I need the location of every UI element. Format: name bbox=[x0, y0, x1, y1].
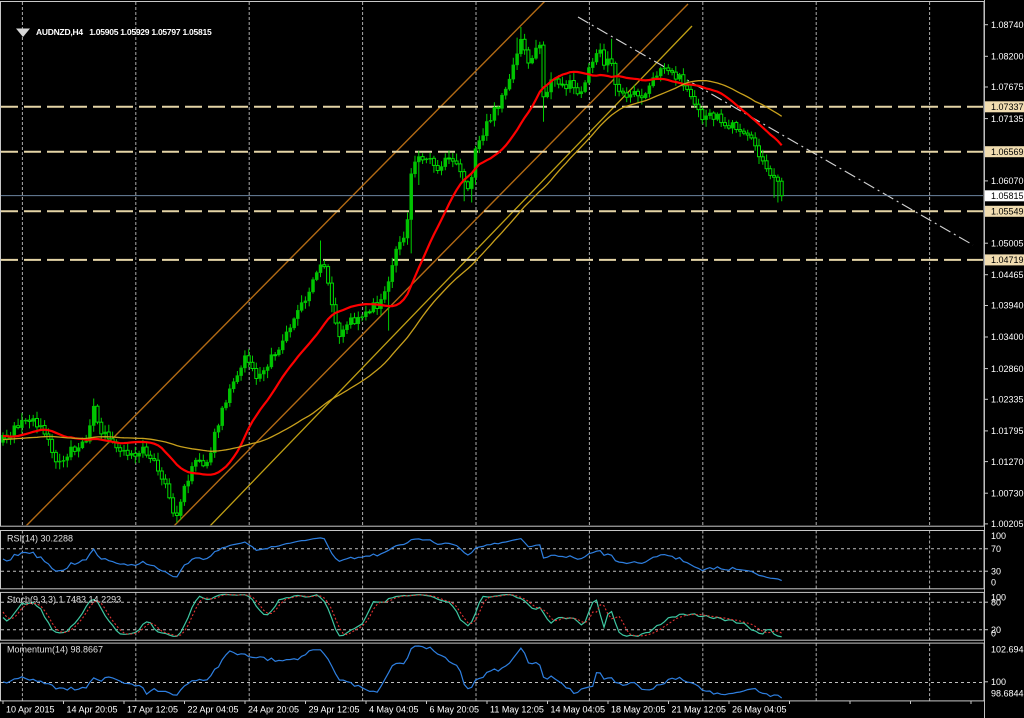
svg-text:18 May 20:05: 18 May 20:05 bbox=[611, 705, 666, 715]
svg-text:0: 0 bbox=[991, 578, 996, 588]
svg-text:Momentum(14) 98.8667: Momentum(14) 98.8667 bbox=[7, 645, 103, 655]
svg-text:29 Apr 12:05: 29 Apr 12:05 bbox=[309, 705, 360, 715]
svg-text:1.03940: 1.03940 bbox=[991, 301, 1024, 311]
svg-text:1.05815: 1.05815 bbox=[991, 191, 1024, 201]
svg-text:1.07135: 1.07135 bbox=[991, 114, 1024, 124]
svg-text:98.6844: 98.6844 bbox=[991, 689, 1024, 699]
svg-text:6 May 20:05: 6 May 20:05 bbox=[430, 705, 480, 715]
svg-text:1.01795: 1.01795 bbox=[991, 426, 1024, 436]
svg-text:1.00205: 1.00205 bbox=[991, 519, 1024, 529]
svg-text:80: 80 bbox=[991, 597, 1001, 607]
svg-text:1.06569: 1.06569 bbox=[991, 147, 1024, 157]
svg-text:1.08740: 1.08740 bbox=[991, 20, 1024, 30]
svg-text:30: 30 bbox=[991, 566, 1001, 576]
svg-text:21 May 12:05: 21 May 12:05 bbox=[672, 705, 727, 715]
svg-text:1.01270: 1.01270 bbox=[991, 457, 1024, 467]
svg-text:1.02335: 1.02335 bbox=[991, 395, 1024, 405]
svg-text:24 Apr 20:05: 24 Apr 20:05 bbox=[248, 705, 299, 715]
svg-text:1.00730: 1.00730 bbox=[991, 488, 1024, 498]
svg-text:70: 70 bbox=[991, 544, 1001, 554]
svg-text:102.6943: 102.6943 bbox=[991, 645, 1024, 655]
svg-text:1.05549: 1.05549 bbox=[991, 207, 1024, 217]
svg-text:4 May 04:05: 4 May 04:05 bbox=[369, 705, 419, 715]
svg-text:AUDNZD,H4 1.05905 1.05929 1.: AUDNZD,H4 1.05905 1.05929 1.05797 1.0581… bbox=[36, 27, 212, 37]
svg-text:0: 0 bbox=[991, 629, 996, 639]
svg-text:20: 20 bbox=[991, 625, 1001, 635]
svg-text:1.04465: 1.04465 bbox=[991, 270, 1024, 280]
svg-text:1.06070: 1.06070 bbox=[991, 176, 1024, 186]
svg-text:100: 100 bbox=[991, 677, 1006, 687]
svg-text:1.07675: 1.07675 bbox=[991, 82, 1024, 92]
svg-text:1.07337: 1.07337 bbox=[991, 102, 1024, 112]
svg-text:100: 100 bbox=[991, 531, 1006, 541]
svg-text:17 Apr 12:05: 17 Apr 12:05 bbox=[127, 705, 178, 715]
svg-text:26 May 04:05: 26 May 04:05 bbox=[732, 705, 787, 715]
svg-text:1.03400: 1.03400 bbox=[991, 332, 1024, 342]
svg-text:1.05005: 1.05005 bbox=[991, 238, 1024, 248]
svg-text:1.02860: 1.02860 bbox=[991, 364, 1024, 374]
svg-text:22 Apr 04:05: 22 Apr 04:05 bbox=[188, 705, 239, 715]
svg-text:11 May 12:05: 11 May 12:05 bbox=[490, 705, 544, 715]
svg-text:14 Apr 20:05: 14 Apr 20:05 bbox=[67, 705, 118, 715]
svg-text:Stoch(9,3,3) 1.7483 14.2293: Stoch(9,3,3) 1.7483 14.2293 bbox=[7, 595, 121, 605]
svg-text:100: 100 bbox=[991, 593, 1006, 603]
svg-text:14 May 04:05: 14 May 04:05 bbox=[551, 705, 606, 715]
svg-text:1.04719: 1.04719 bbox=[991, 255, 1024, 265]
svg-text:10 Apr 2015: 10 Apr 2015 bbox=[6, 705, 55, 715]
svg-text:RSI(14) 30.2288: RSI(14) 30.2288 bbox=[7, 534, 73, 544]
svg-text:1.08200: 1.08200 bbox=[991, 52, 1024, 62]
